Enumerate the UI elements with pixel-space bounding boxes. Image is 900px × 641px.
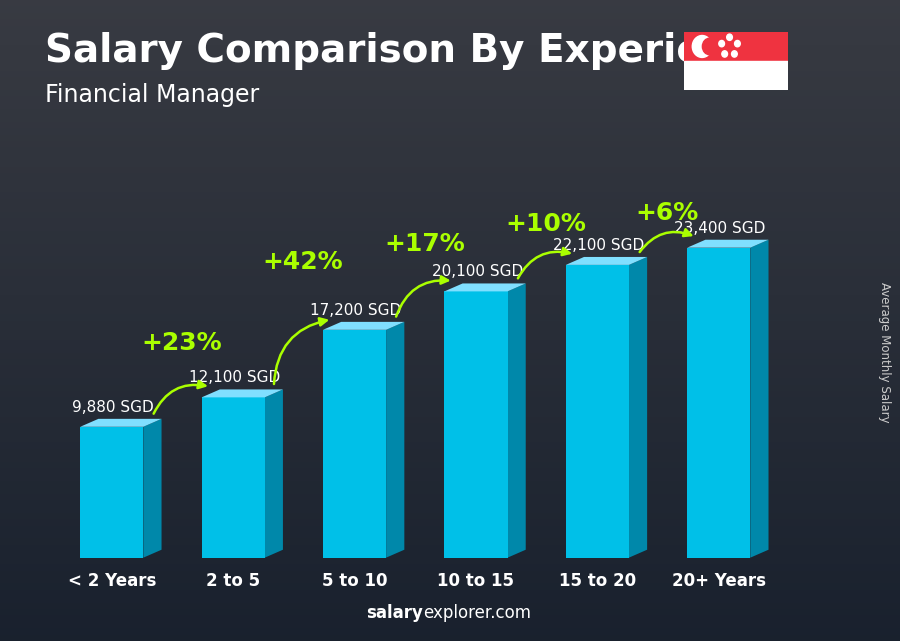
Text: +10%: +10% xyxy=(505,212,586,236)
Text: Financial Manager: Financial Manager xyxy=(45,83,259,107)
Text: 23,400 SGD: 23,400 SGD xyxy=(674,221,766,236)
Bar xyxy=(684,61,788,90)
Polygon shape xyxy=(629,257,647,558)
Polygon shape xyxy=(508,283,526,558)
FancyArrowPatch shape xyxy=(396,276,448,317)
Polygon shape xyxy=(80,419,161,427)
Polygon shape xyxy=(688,247,751,558)
Circle shape xyxy=(702,38,717,55)
Text: +17%: +17% xyxy=(384,231,464,256)
Text: explorer.com: explorer.com xyxy=(423,604,531,622)
Polygon shape xyxy=(751,240,769,558)
Text: Average Monthly Salary: Average Monthly Salary xyxy=(878,282,890,423)
Polygon shape xyxy=(265,390,283,558)
Text: 22,100 SGD: 22,100 SGD xyxy=(553,238,644,253)
Polygon shape xyxy=(143,419,161,558)
Circle shape xyxy=(692,35,712,58)
Polygon shape xyxy=(202,390,283,397)
Text: +23%: +23% xyxy=(141,331,222,355)
Text: +42%: +42% xyxy=(263,250,343,274)
Polygon shape xyxy=(445,283,526,292)
Circle shape xyxy=(732,51,737,57)
Polygon shape xyxy=(323,330,386,558)
Text: salary: salary xyxy=(366,604,423,622)
Text: +6%: +6% xyxy=(635,201,698,225)
FancyArrowPatch shape xyxy=(154,381,205,413)
Polygon shape xyxy=(445,292,508,558)
Text: 17,200 SGD: 17,200 SGD xyxy=(310,303,401,318)
Polygon shape xyxy=(202,397,265,558)
Circle shape xyxy=(726,34,733,40)
Polygon shape xyxy=(566,265,629,558)
Bar xyxy=(684,32,788,61)
Polygon shape xyxy=(566,257,647,265)
Circle shape xyxy=(719,40,724,47)
Text: 12,100 SGD: 12,100 SGD xyxy=(189,370,280,385)
FancyArrowPatch shape xyxy=(274,319,327,384)
Text: 20,100 SGD: 20,100 SGD xyxy=(431,265,523,279)
Circle shape xyxy=(734,40,741,47)
Text: Salary Comparison By Experience: Salary Comparison By Experience xyxy=(45,32,779,70)
Polygon shape xyxy=(688,240,769,247)
FancyArrowPatch shape xyxy=(518,248,570,278)
Circle shape xyxy=(722,51,727,57)
Polygon shape xyxy=(80,427,143,558)
Polygon shape xyxy=(386,322,404,558)
Polygon shape xyxy=(323,322,404,330)
FancyArrowPatch shape xyxy=(640,229,691,252)
Text: 9,880 SGD: 9,880 SGD xyxy=(72,400,154,415)
